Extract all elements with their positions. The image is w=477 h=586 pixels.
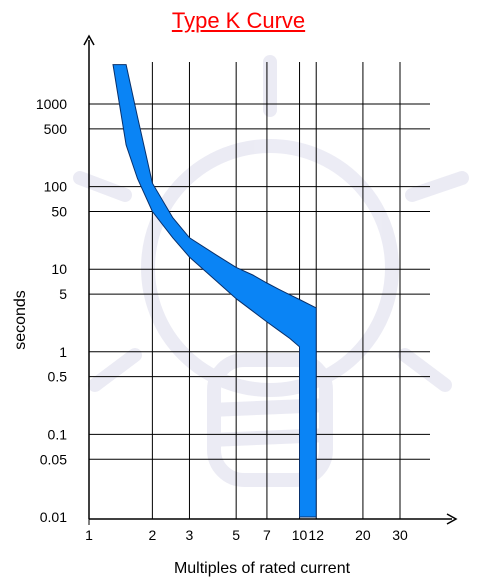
x-axis-arrow-icon <box>446 513 458 525</box>
y-tick-label: 100 <box>44 179 68 195</box>
x-tick-label: 30 <box>392 527 408 543</box>
y-tick-label: 1 <box>59 344 67 360</box>
tripping-band-area <box>112 64 317 518</box>
y-tick-label: 0.1 <box>48 426 68 442</box>
y-tick-label: 0.5 <box>48 369 68 385</box>
y-axis-arrow-icon <box>83 34 95 46</box>
y-tick-labels: 0.01 0.05 0.1 0.5 1 5 10 50 100 500 1000 <box>36 96 67 525</box>
x-tick-label: 20 <box>355 527 371 543</box>
y-tick-label: 5 <box>59 286 67 302</box>
x-tick-labels: 1 2 3 5 7 10 12 20 30 <box>85 527 408 543</box>
y-axis-label: seconds <box>12 290 29 350</box>
y-tick-label: 0.01 <box>40 509 67 525</box>
x-tick-label: 10 <box>292 527 308 543</box>
y-tick-label: 50 <box>51 203 67 219</box>
y-tick-label: 0.05 <box>40 451 67 467</box>
y-tick-label: 500 <box>44 121 68 137</box>
x-tick-label: 5 <box>232 527 240 543</box>
axes <box>83 34 458 525</box>
x-tick-label: 12 <box>308 527 324 543</box>
y-tick-label: 10 <box>51 261 67 277</box>
y-tick-label: 1000 <box>36 96 67 112</box>
chart-title: Type K Curve <box>171 8 306 33</box>
x-tick-label: 2 <box>148 527 156 543</box>
tripping-band-layer <box>112 64 317 518</box>
x-tick-label: 3 <box>186 527 194 543</box>
x-tick-label: 1 <box>85 527 93 543</box>
lightbulb-watermark-icon <box>73 55 469 487</box>
x-tick-label: 7 <box>263 527 271 543</box>
x-axis-label: Multiples of rated current <box>174 560 351 577</box>
